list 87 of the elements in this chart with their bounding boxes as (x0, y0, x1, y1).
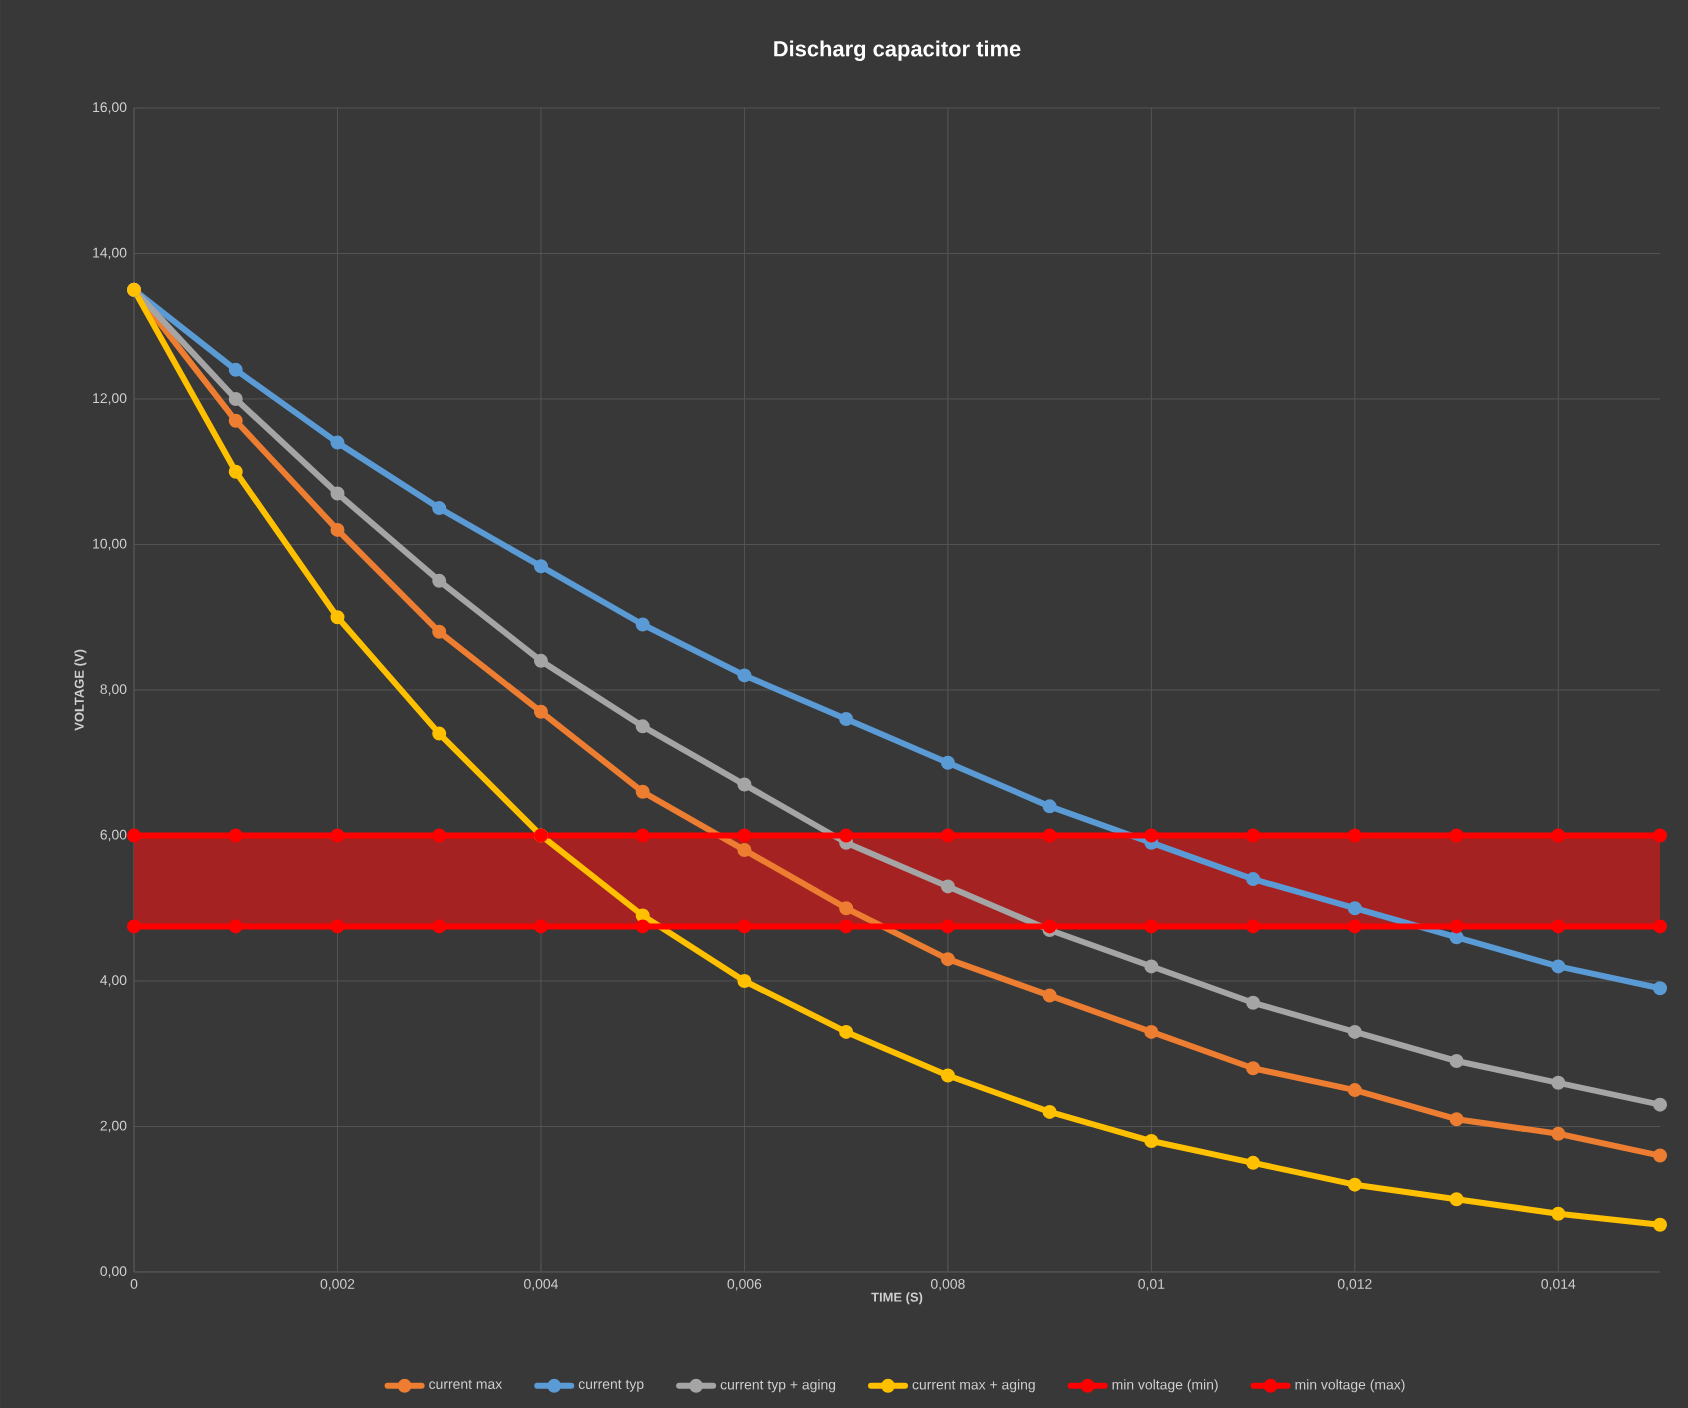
point (432, 919, 447, 934)
point (432, 828, 447, 843)
point (1042, 988, 1057, 1003)
point (1653, 1217, 1668, 1232)
point (1449, 1053, 1464, 1068)
point (1347, 1024, 1362, 1039)
point (737, 919, 752, 934)
point (432, 726, 447, 741)
point (330, 610, 345, 625)
point (940, 879, 955, 894)
point (1246, 995, 1261, 1010)
point (839, 919, 854, 934)
point (1449, 930, 1464, 945)
point (635, 828, 650, 843)
point (1653, 919, 1668, 934)
chart-title: Discharg capacitor time (774, 40, 1021, 61)
point (127, 828, 142, 843)
point (228, 828, 243, 843)
point (1246, 919, 1261, 934)
point (432, 501, 447, 516)
point (737, 668, 752, 683)
point (330, 486, 345, 501)
point (737, 973, 752, 988)
point (1042, 828, 1057, 843)
point (330, 522, 345, 537)
point (330, 435, 345, 450)
point (839, 901, 854, 916)
point (1144, 919, 1159, 934)
point (635, 908, 650, 923)
point (1042, 799, 1057, 814)
point (533, 559, 548, 574)
point (1551, 1126, 1566, 1141)
point (940, 1068, 955, 1083)
point (1144, 959, 1159, 974)
point (940, 952, 955, 967)
point (1246, 1155, 1261, 1170)
point (1042, 1104, 1057, 1119)
point (1551, 959, 1566, 974)
point (330, 919, 345, 934)
point (1449, 1192, 1464, 1207)
point (1551, 1206, 1566, 1221)
point (737, 777, 752, 792)
point (839, 828, 854, 843)
point (1347, 901, 1362, 916)
point (1551, 1075, 1566, 1090)
point (228, 391, 243, 406)
point (228, 464, 243, 479)
point (1653, 1097, 1668, 1112)
point (1449, 828, 1464, 843)
point (228, 413, 243, 428)
point (839, 712, 854, 727)
point (737, 828, 752, 843)
point (127, 919, 142, 934)
point (330, 828, 345, 843)
point (1246, 828, 1261, 843)
point (533, 653, 548, 668)
point (1653, 1148, 1668, 1163)
point (635, 719, 650, 734)
point (1551, 828, 1566, 843)
point (1144, 828, 1159, 843)
point (1551, 919, 1566, 934)
point (839, 1024, 854, 1039)
point (1347, 919, 1362, 934)
point (1347, 1177, 1362, 1192)
point (1449, 1112, 1464, 1127)
point (1347, 828, 1362, 843)
point (1144, 1134, 1159, 1149)
point (228, 919, 243, 934)
point (1347, 1083, 1362, 1098)
point (432, 624, 447, 639)
point (1246, 1061, 1261, 1076)
point (228, 362, 243, 377)
point (635, 919, 650, 934)
point (1653, 981, 1668, 996)
point (940, 828, 955, 843)
point (635, 784, 650, 799)
point (432, 573, 447, 588)
point (940, 755, 955, 770)
point (940, 919, 955, 934)
point (533, 704, 548, 719)
point (1246, 872, 1261, 887)
point (737, 843, 752, 858)
point (1653, 828, 1668, 843)
point (635, 617, 650, 632)
point (1449, 919, 1464, 934)
point (1144, 1024, 1159, 1039)
point (533, 919, 548, 934)
